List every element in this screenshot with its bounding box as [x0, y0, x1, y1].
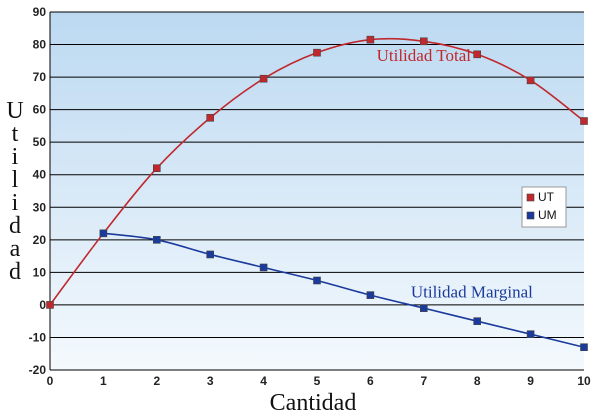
- x-tick-label: 5: [314, 374, 321, 388]
- data-point-um: [99, 229, 108, 238]
- data-point-ut: [259, 74, 268, 83]
- x-tick-label: 0: [47, 374, 54, 388]
- data-point-ut: [313, 48, 321, 57]
- data-point-ut: [153, 164, 161, 173]
- x-tick-label: 1: [100, 374, 107, 388]
- y-tick-labels: -20 -10 0 10 20 30 40 50 60 70 80 90: [29, 5, 47, 377]
- x-tick-label: 3: [207, 374, 214, 388]
- annotation-label: Utilidad Total: [377, 46, 472, 65]
- y-tick-label: 30: [33, 200, 47, 214]
- y-tick-label: -10: [29, 330, 47, 344]
- y-tick-label: 70: [33, 70, 47, 84]
- data-point-um: [419, 304, 428, 312]
- data-point-um: [526, 330, 535, 339]
- y-tick-label: 40: [33, 168, 47, 182]
- series-line-ut: [49, 37, 585, 306]
- x-tick-label: 4: [260, 374, 267, 388]
- x-tick-label: 8: [474, 374, 481, 388]
- x-tick-label: 10: [577, 374, 591, 388]
- x-tick-label: 2: [153, 374, 160, 388]
- plot-area: [50, 12, 584, 370]
- x-tick-label: 9: [527, 374, 534, 388]
- y-tick-label: 20: [33, 233, 47, 247]
- y-tick-label: 10: [33, 265, 47, 279]
- gridlines: [49, 11, 584, 371]
- data-point-ut: [580, 117, 588, 125]
- x-tick-label: 7: [420, 374, 427, 388]
- y-tick-label: 80: [33, 38, 47, 52]
- y-axis-label-letter: U: [6, 98, 23, 124]
- legend-label-ut: UT: [538, 190, 555, 204]
- y-axis-label-letter: d: [9, 213, 21, 239]
- data-point-um: [366, 291, 375, 299]
- data-point-um: [153, 236, 161, 244]
- data-point-um: [580, 343, 588, 352]
- data-point-ut: [526, 76, 535, 85]
- legend-box: [521, 186, 567, 228]
- x-axis-label: Cantidad: [270, 390, 357, 414]
- annotations: Utilidad Total Utilidad Marginal: [377, 46, 533, 302]
- data-point-um: [473, 317, 482, 325]
- y-axis-label-letter: i: [12, 144, 19, 170]
- y-axis-label: Utilidad: [6, 98, 23, 285]
- y-tick-label: 0: [39, 298, 46, 312]
- x-tick-label: 6: [367, 374, 374, 388]
- y-tick-label: 50: [33, 135, 47, 149]
- y-axis-label-letter: l: [12, 167, 19, 193]
- data-point-ut: [419, 37, 428, 46]
- data-point-ut: [46, 301, 54, 309]
- data-point-ut: [473, 50, 482, 59]
- y-axis-label-letter: i: [12, 190, 19, 216]
- annotation-label: Utilidad Marginal: [411, 283, 533, 302]
- data-point-um: [206, 250, 214, 259]
- data-point-um: [313, 276, 321, 285]
- legend-marker-um: [526, 211, 535, 220]
- legend-label-um: UM: [538, 208, 557, 222]
- legend: UT UM: [521, 186, 567, 228]
- data-point-um: [259, 263, 268, 272]
- y-tick-label: 60: [33, 103, 47, 117]
- y-axis-label-letter: t: [12, 121, 19, 147]
- legend-marker-ut: [526, 193, 535, 202]
- y-axis-label-letter: d: [9, 259, 21, 285]
- series-line-um: [103, 232, 585, 348]
- x-tick-labels: 0 1 2 3 4 5 6 7 8 9 10: [47, 374, 591, 388]
- y-tick-label: -20: [29, 363, 47, 377]
- data-point-ut: [206, 113, 214, 122]
- y-axis-label-letter: a: [10, 236, 21, 262]
- series-layer: [46, 35, 588, 352]
- y-tick-label: 90: [33, 5, 47, 19]
- data-point-ut: [366, 35, 375, 44]
